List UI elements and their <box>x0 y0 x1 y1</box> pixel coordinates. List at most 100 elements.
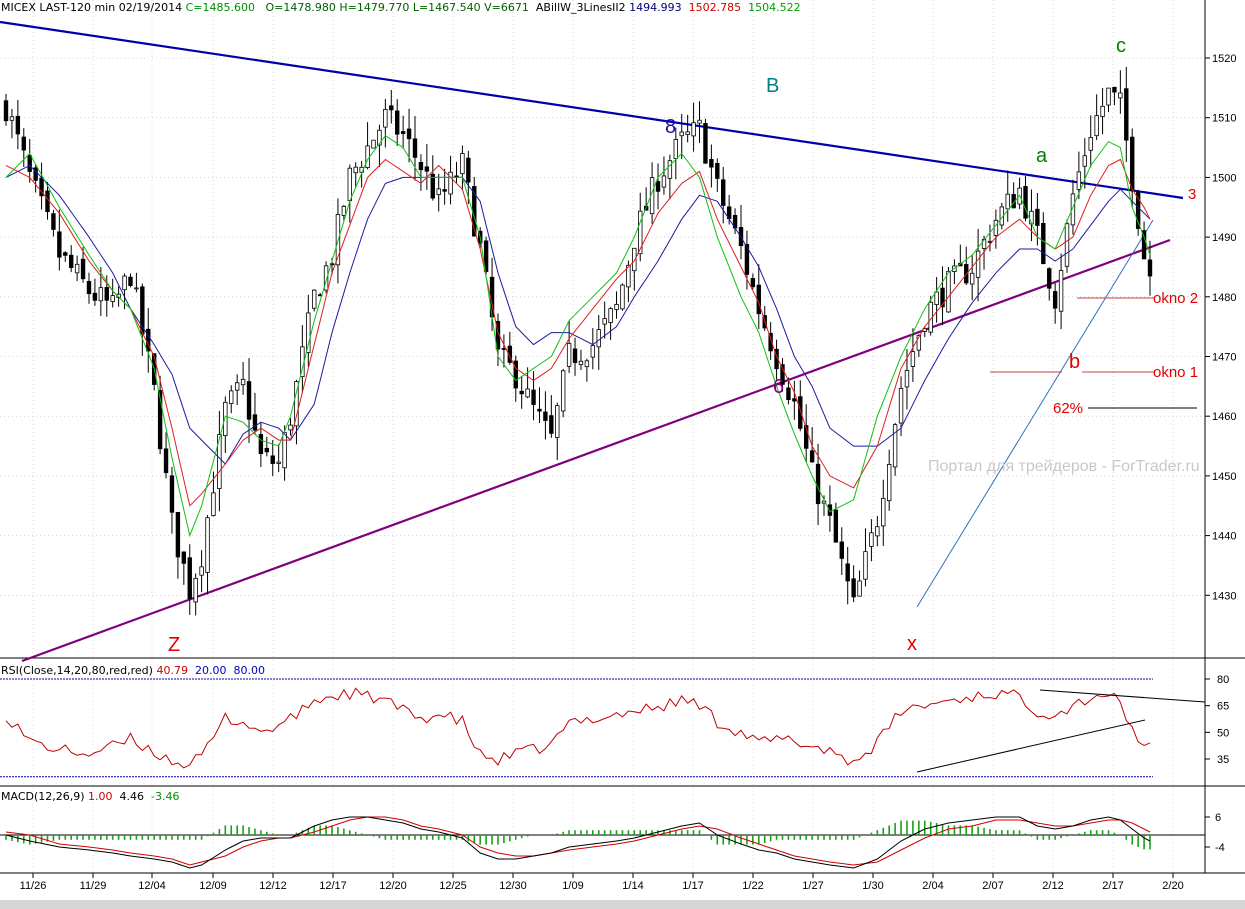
candle-body <box>519 390 524 395</box>
candle-body <box>667 160 673 179</box>
candle-body <box>798 396 803 429</box>
candle-body <box>584 360 590 368</box>
macd-header: MACD(12,26,9) 1.00 4.46 -3.46 <box>1 790 180 803</box>
y-tick-label: 1480 <box>1212 292 1236 304</box>
candles <box>3 66 1153 616</box>
y-tick-label: 1510 <box>1212 113 1236 125</box>
candle-body <box>371 139 376 149</box>
rsi-high: 80.00 <box>233 664 265 677</box>
candle-body <box>1047 268 1052 289</box>
candle-body <box>199 566 204 576</box>
wave-label-Z: Z <box>168 634 180 656</box>
candle-body <box>851 578 856 598</box>
candle-body <box>264 447 270 453</box>
candle-body <box>323 265 329 291</box>
y-tick-label: 1440 <box>1212 531 1236 543</box>
candle-body <box>679 131 684 137</box>
rsi-line <box>5 687 1151 769</box>
candle-body <box>104 287 109 301</box>
candle-body <box>845 563 850 582</box>
candle-body <box>1041 222 1046 265</box>
candle-body <box>969 272 975 285</box>
ma-mid-line <box>5 158 1151 507</box>
candle-body <box>466 157 471 183</box>
macd-histogram <box>5 820 1151 850</box>
candle-body <box>63 252 68 256</box>
candle-body <box>513 360 518 389</box>
y-tick-label: 1500 <box>1212 172 1236 184</box>
candle-body <box>205 517 210 573</box>
candle-body <box>276 461 281 464</box>
rsi-trendline-upper <box>1039 689 1206 703</box>
candle-body <box>134 287 139 290</box>
candle-body <box>501 348 507 350</box>
candle-body <box>531 389 536 405</box>
x-tick-label: 1/22 <box>742 880 763 892</box>
header-ohlc: O=1478.980 H=1479.770 L=1467.540 V=6671 <box>265 1 529 14</box>
x-tick-label: 2/04 <box>922 880 943 892</box>
candle-body <box>768 332 773 352</box>
candle-body <box>1058 270 1064 312</box>
candle-body <box>543 411 548 421</box>
x-tick-label: 12/20 <box>379 880 407 892</box>
candle-body <box>608 308 613 323</box>
candle-body <box>786 387 791 401</box>
ma-slow-line <box>5 164 1151 465</box>
candle-body <box>1106 87 1111 106</box>
candle-body <box>827 504 833 516</box>
candle-body <box>288 424 293 431</box>
candle-body <box>715 162 720 179</box>
candle-body <box>312 289 317 309</box>
candle-body <box>1112 86 1117 93</box>
bottom-scroll-bar[interactable] <box>0 900 1245 909</box>
macd-y-tick-label: 6 <box>1215 812 1221 824</box>
candle-body <box>1118 92 1123 99</box>
candle-body <box>626 264 631 288</box>
x-tick-label: 12/30 <box>499 880 527 892</box>
candle-body <box>1124 88 1129 141</box>
candle-body <box>655 181 661 192</box>
candle-body <box>940 287 945 308</box>
y-tick-label: 1430 <box>1212 590 1236 602</box>
candle-body <box>211 492 216 516</box>
candle-body <box>240 378 246 386</box>
wave-label-c: c <box>1116 35 1126 57</box>
candle-body <box>234 382 240 391</box>
candle-body <box>886 464 892 502</box>
wave-label-a: a <box>1036 145 1048 167</box>
candle-body <box>1076 171 1082 190</box>
candle-body <box>347 167 352 202</box>
candle-body <box>157 390 163 450</box>
candle-body <box>614 303 619 310</box>
candle-body <box>400 131 406 134</box>
candle-body <box>15 115 21 135</box>
header-symbol: MICEX LAST-120 min 02/19/2014 <box>1 1 183 14</box>
x-tick-label: 12/09 <box>199 880 227 892</box>
candle-body <box>460 153 465 175</box>
candle-body <box>549 415 554 434</box>
candle-body <box>1005 193 1010 210</box>
y-tick-label: 1450 <box>1212 471 1236 483</box>
x-tick-label: 12/04 <box>138 880 166 892</box>
candle-body <box>946 270 951 313</box>
wave-label-b: b <box>1069 351 1080 373</box>
candle-body <box>181 551 187 564</box>
candle-body <box>483 240 489 272</box>
candle-body <box>555 405 560 438</box>
x-tick-label: 2/12 <box>1042 880 1063 892</box>
macd-v3: -3.46 <box>151 790 180 803</box>
candle-body <box>975 250 981 278</box>
candle-body <box>329 263 335 266</box>
candle-body <box>69 254 74 268</box>
candle-body <box>193 577 198 603</box>
rsi-label: RSI(Close,14,20,80,red,red) <box>1 664 153 677</box>
header-v3: 1504.522 <box>748 1 801 14</box>
label-okno2: okno 2 <box>1153 290 1198 307</box>
candle-body <box>258 434 264 455</box>
macd-v2: 4.46 <box>119 790 145 803</box>
header-v1: 1494.993 <box>629 1 682 14</box>
candle-body <box>590 345 596 358</box>
candle-body <box>270 455 275 464</box>
